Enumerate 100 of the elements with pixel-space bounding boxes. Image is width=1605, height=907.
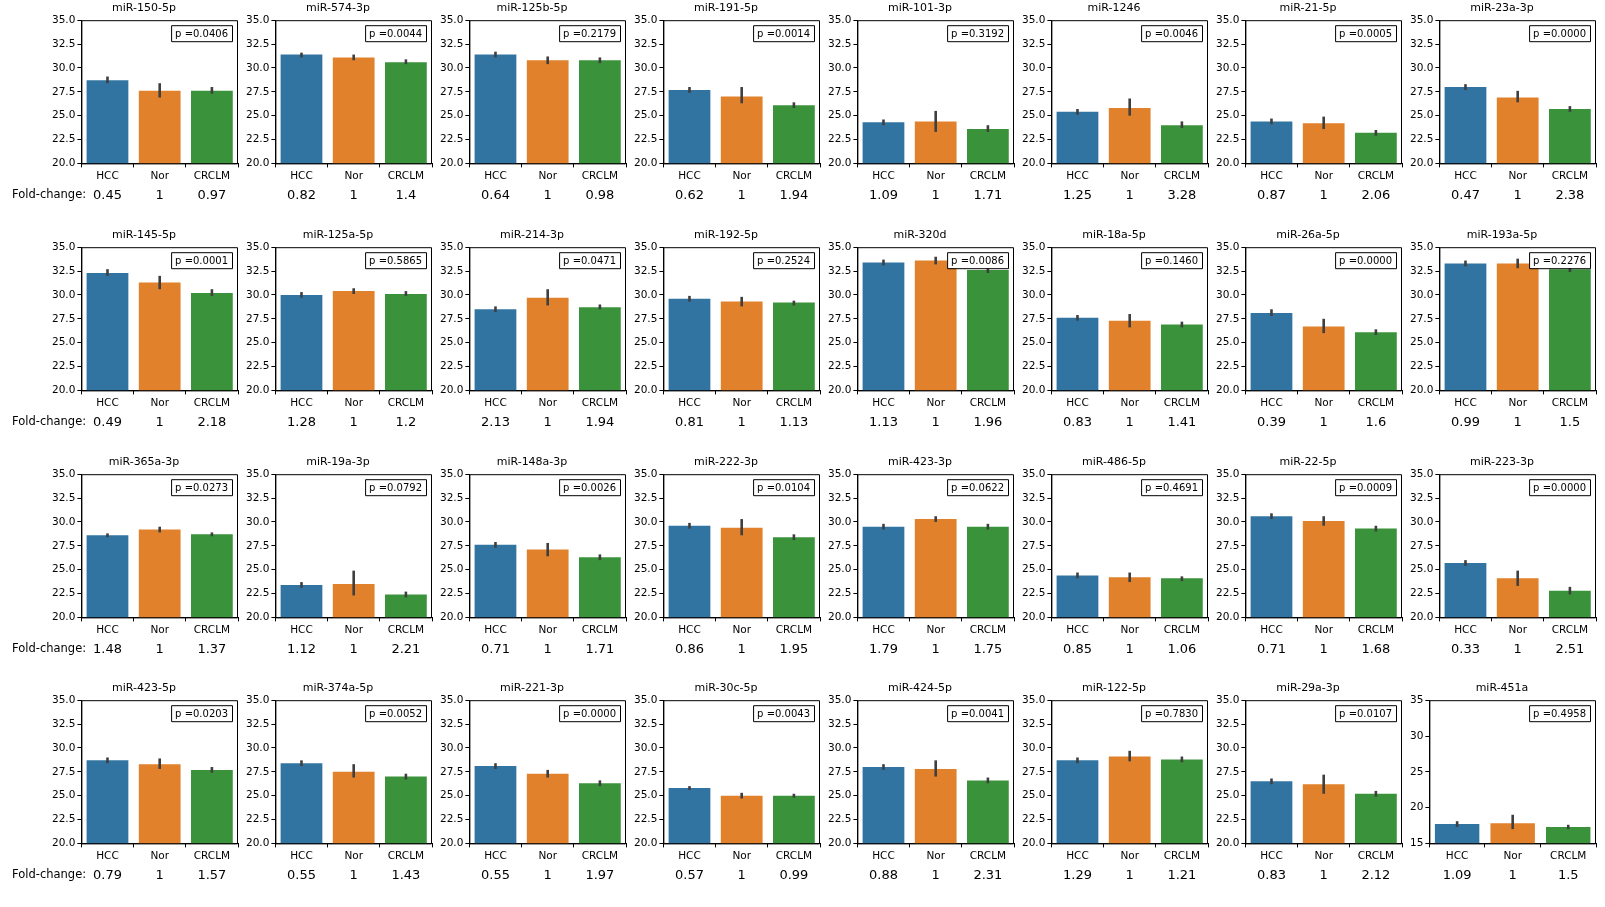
y-tick-label: 20.0 xyxy=(1215,156,1240,169)
x-tick-label: CRCLM xyxy=(581,849,619,862)
y-tick-label: 27.5 xyxy=(1021,538,1046,551)
annotation: p =0.0014 xyxy=(757,27,811,39)
x-tick-label: CRCLM xyxy=(969,396,1007,409)
text: 1 xyxy=(737,866,746,882)
y-tick-label: 35.0 xyxy=(1215,692,1240,705)
y-tick-label: 35.0 xyxy=(633,692,658,705)
y-tick-label: 20.0 xyxy=(439,836,464,849)
chart-title: miR-423-3p xyxy=(888,455,952,469)
text: 1 xyxy=(543,413,552,429)
text: 2.12 xyxy=(1361,866,1391,882)
x-tick-label: HCC xyxy=(1066,849,1089,862)
chart-title: miR-22-5p xyxy=(1279,455,1337,469)
y-tick-label: 22.5 xyxy=(51,812,76,825)
x-tick-label: HCC xyxy=(484,396,507,409)
chart-title: miR-221-3p xyxy=(500,681,564,695)
y-tick-label: 27.5 xyxy=(439,538,464,551)
annotation: p =0.0792 xyxy=(369,481,423,493)
y-tick-label: 20.0 xyxy=(245,383,270,396)
y-tick-label: 27.5 xyxy=(633,538,658,551)
y-tick-label: 22.5 xyxy=(439,132,464,145)
y-tick-label: 22.5 xyxy=(1215,586,1240,599)
text: 1 xyxy=(931,640,940,656)
y-tick-label: 27.5 xyxy=(51,311,76,324)
y-tick-label: 30.0 xyxy=(439,60,464,73)
y-tick-label: 30.0 xyxy=(1021,287,1046,300)
text: 0.57 xyxy=(675,866,704,882)
x-tick-label: HCC xyxy=(678,396,701,409)
text: 1 xyxy=(931,866,940,882)
text: 1 xyxy=(349,866,358,882)
y-tick-label: 27.5 xyxy=(245,538,270,551)
y-tick-label: 30.0 xyxy=(245,740,270,753)
y-tick-label: 20.0 xyxy=(1021,383,1046,396)
text: 1.75 xyxy=(973,640,1003,656)
y-tick-label: 20.0 xyxy=(633,156,658,169)
y-tick-label: 25.0 xyxy=(1215,108,1240,121)
y-tick-label: 20.0 xyxy=(439,156,464,169)
y-tick-label: 30.0 xyxy=(1021,740,1046,753)
y-tick-label: 32.5 xyxy=(1215,36,1240,49)
y-tick-label: 32.5 xyxy=(439,490,464,503)
y-tick-label: 15 xyxy=(1409,836,1424,849)
chart-title: miR-191-5p xyxy=(694,1,758,15)
text: 0.86 xyxy=(675,640,704,656)
y-tick-label: 35.0 xyxy=(827,239,852,252)
y-tick-label: 27.5 xyxy=(1215,311,1240,324)
text: 1.06 xyxy=(1167,640,1197,656)
text: 1 xyxy=(737,640,746,656)
y-tick-label: 32.5 xyxy=(245,490,270,503)
annotation: p =0.2276 xyxy=(1533,254,1587,266)
y-tick-label: 32.5 xyxy=(439,263,464,276)
text: 1 xyxy=(543,186,552,202)
text: 1 xyxy=(349,640,358,656)
y-tick-label: 25.0 xyxy=(1021,788,1046,801)
y-tick-label: 32.5 xyxy=(51,716,76,729)
annotation: p =0.2524 xyxy=(757,254,811,266)
y-tick-label: 22.5 xyxy=(1215,359,1240,372)
y-tick-label: 32.5 xyxy=(245,263,270,276)
y-tick-label: 25.0 xyxy=(633,562,658,575)
text: 1 xyxy=(1125,186,1134,202)
y-tick-label: 27.5 xyxy=(827,311,852,324)
chart-title: miR-320d xyxy=(893,228,947,242)
annotation: p =0.7830 xyxy=(1145,707,1199,719)
y-tick-label: 22.5 xyxy=(51,586,76,599)
chart-title: miR-223-3p xyxy=(1470,455,1534,469)
annotation: p =0.0086 xyxy=(951,254,1005,266)
text: 1.95 xyxy=(779,640,809,656)
y-tick-label: 22.5 xyxy=(827,586,852,599)
x-tick-label: CRCLM xyxy=(387,169,425,182)
y-tick-label: 35.0 xyxy=(1215,239,1240,252)
annotation: p =0.0107 xyxy=(1339,707,1393,719)
y-tick-label: 35.0 xyxy=(1215,12,1240,25)
x-tick-label: Nor xyxy=(1314,623,1334,636)
text: 1 xyxy=(1319,866,1328,882)
chart-title: miR-193a-5p xyxy=(1466,228,1538,242)
x-tick-label: HCC xyxy=(1260,849,1283,862)
annotation: p =0.0026 xyxy=(563,481,617,493)
chart-title: miR-26a-5p xyxy=(1276,228,1340,242)
text: 1 xyxy=(155,413,164,429)
y-tick-label: 27.5 xyxy=(1409,311,1434,324)
x-tick-label: HCC xyxy=(96,623,119,636)
x-tick-label: HCC xyxy=(1260,623,1283,636)
text: 0.64 xyxy=(481,186,510,202)
text: 1 xyxy=(1125,413,1134,429)
y-tick-label: 22.5 xyxy=(439,586,464,599)
x-tick-label: Nor xyxy=(732,849,752,862)
x-tick-label: HCC xyxy=(872,623,895,636)
y-tick-label: 25.0 xyxy=(633,788,658,801)
y-tick-label: 35.0 xyxy=(1409,466,1434,479)
text: 1.09 xyxy=(1442,866,1472,882)
x-tick-label: Nor xyxy=(1120,396,1140,409)
y-tick-label: 30.0 xyxy=(245,514,270,527)
y-tick-label: 25.0 xyxy=(245,108,270,121)
y-tick-label: 27.5 xyxy=(1215,538,1240,551)
y-tick-label: 22.5 xyxy=(633,132,658,145)
y-tick-label: 35.0 xyxy=(1021,239,1046,252)
text: 1 xyxy=(1513,186,1522,202)
x-tick-label: CRCLM xyxy=(1357,623,1395,636)
y-tick-label: 27.5 xyxy=(827,84,852,97)
y-tick-label: 32.5 xyxy=(1215,490,1240,503)
